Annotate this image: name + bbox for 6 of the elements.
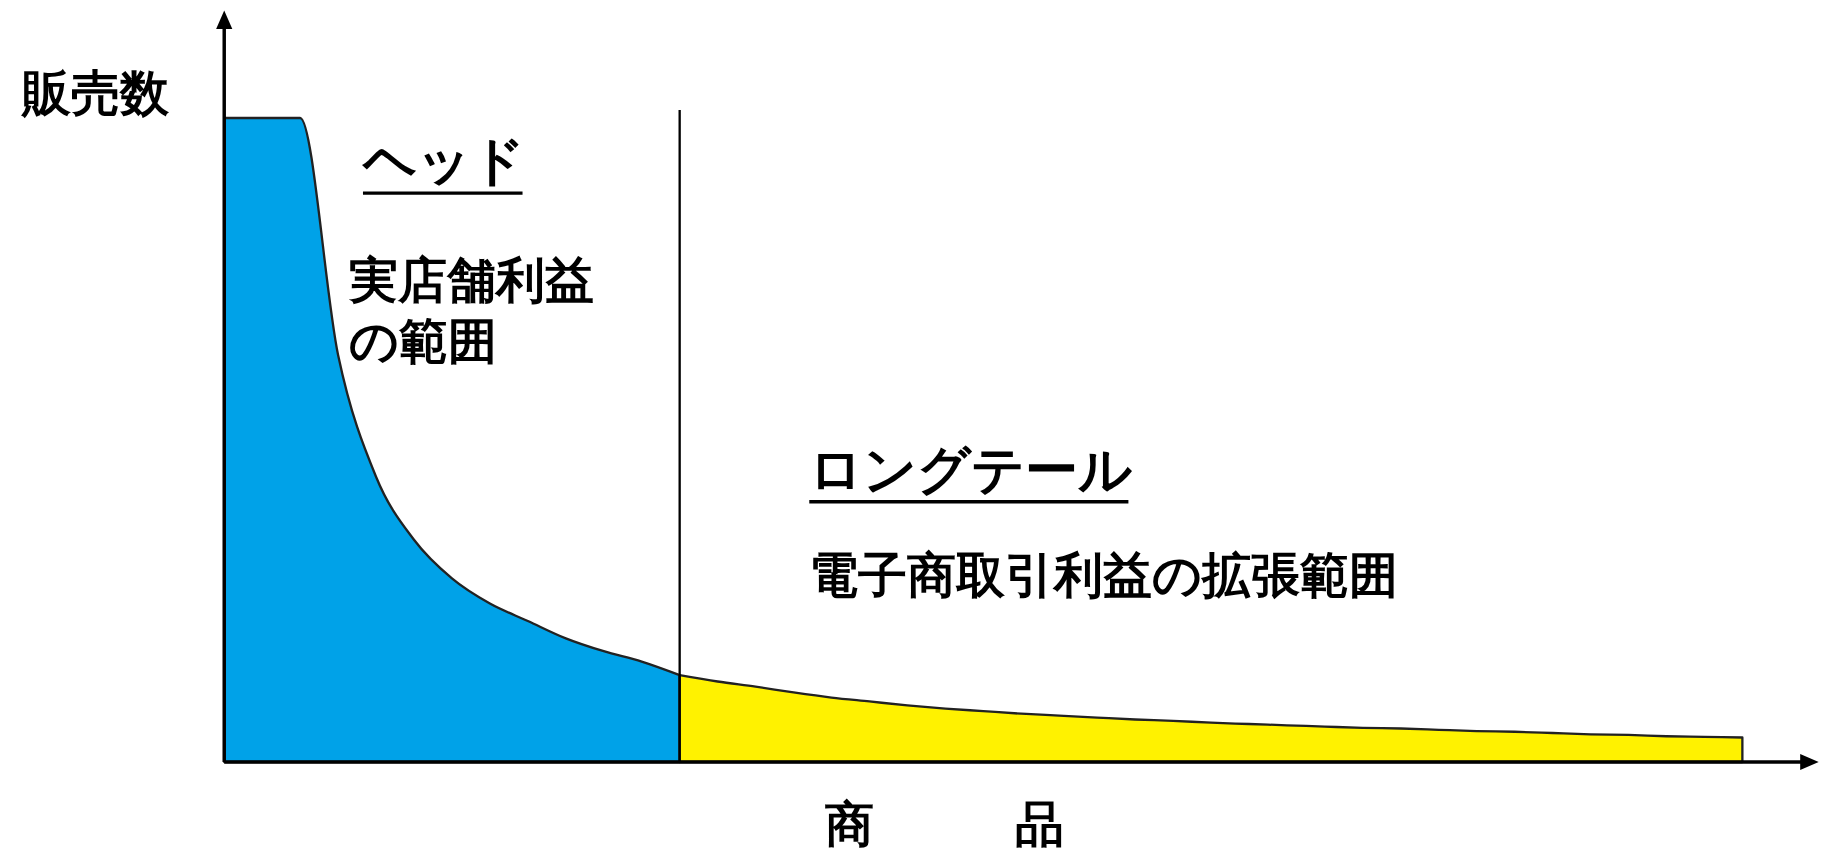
x-axis-title: 商 品 <box>824 795 1111 852</box>
y-axis-title: 販売数 <box>19 64 170 121</box>
annotation: 電子商取引利益の拡張範囲 <box>809 547 1399 604</box>
annotation: 実店舗利益の範囲 <box>348 252 595 369</box>
annotation: ヘッド <box>360 130 525 193</box>
annotation: ロングテール <box>809 438 1133 501</box>
